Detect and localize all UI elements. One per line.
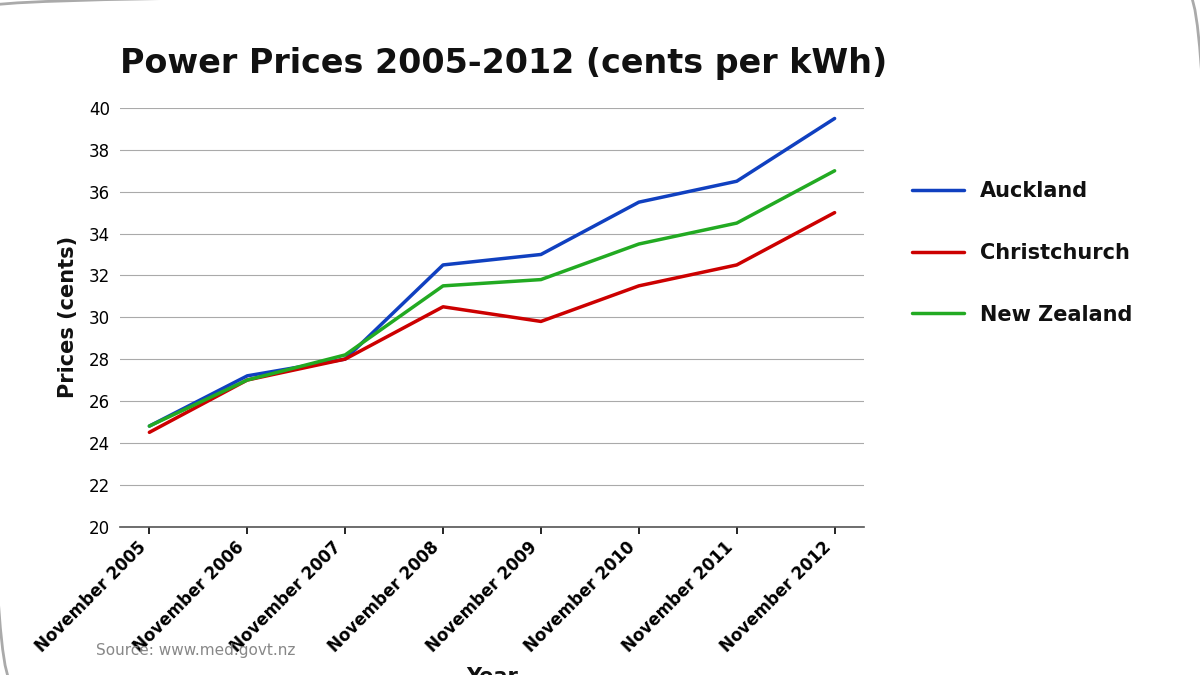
Christchurch xyxy=(828,209,842,217)
New Zealand xyxy=(534,275,548,284)
Christchurch xyxy=(631,282,646,290)
Line: New Zealand: New Zealand xyxy=(149,171,835,426)
Christchurch xyxy=(142,428,156,436)
New Zealand xyxy=(631,240,646,248)
Auckland xyxy=(631,198,646,207)
Y-axis label: Prices (cents): Prices (cents) xyxy=(58,236,78,398)
Line: Auckland: Auckland xyxy=(149,119,835,426)
New Zealand xyxy=(436,282,450,290)
Text: Power Prices 2005-2012 (cents per kWh): Power Prices 2005-2012 (cents per kWh) xyxy=(120,47,888,80)
New Zealand xyxy=(730,219,744,227)
New Zealand xyxy=(828,167,842,175)
Auckland xyxy=(730,177,744,185)
Auckland xyxy=(142,422,156,430)
Christchurch xyxy=(338,355,353,363)
Auckland xyxy=(240,372,254,380)
Christchurch xyxy=(534,317,548,325)
New Zealand xyxy=(338,351,353,359)
Auckland xyxy=(534,250,548,259)
Christchurch xyxy=(730,261,744,269)
Auckland xyxy=(828,114,842,123)
Auckland xyxy=(436,261,450,269)
New Zealand xyxy=(142,422,156,430)
Auckland xyxy=(338,355,353,363)
New Zealand xyxy=(240,376,254,384)
Text: Source: www.med.govt.nz: Source: www.med.govt.nz xyxy=(96,643,295,657)
Line: Christchurch: Christchurch xyxy=(149,213,835,432)
Christchurch xyxy=(240,376,254,384)
Legend: Auckland, Christchurch, New Zealand: Auckland, Christchurch, New Zealand xyxy=(912,181,1133,325)
X-axis label: Year: Year xyxy=(466,667,518,675)
Christchurch xyxy=(436,302,450,311)
